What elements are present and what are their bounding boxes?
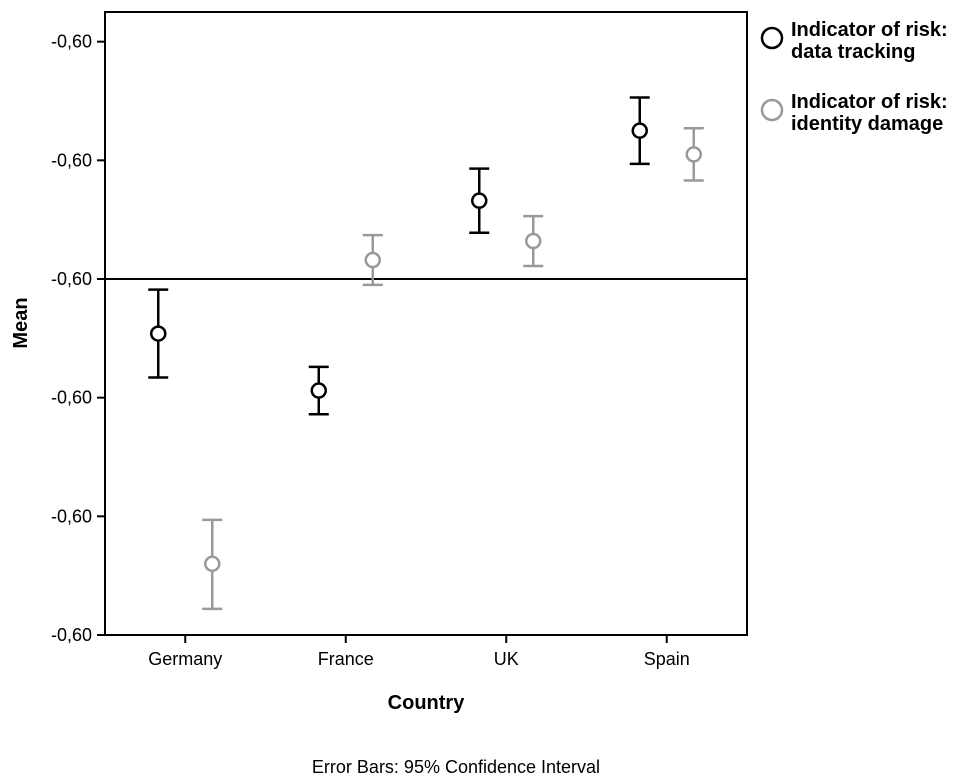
x-tick-label: France <box>318 649 374 669</box>
y-tick-label: -0,60 <box>51 625 92 645</box>
error-bar-point <box>683 127 704 182</box>
error-bar-point <box>148 288 169 379</box>
mean-point <box>310 382 327 399</box>
error-bar-point <box>523 214 544 268</box>
mean-point <box>631 122 648 139</box>
legend: Indicator of risk:data trackingIndicator… <box>760 19 948 135</box>
legend-entry: Indicator of risk:identity damage <box>760 91 948 135</box>
x-axis-title: Country <box>388 692 466 714</box>
mean-point <box>204 555 221 573</box>
x-tick-label: UK <box>494 649 519 669</box>
error-bar-point <box>629 96 650 166</box>
mean-point <box>150 325 167 342</box>
y-tick-label: -0,60 <box>51 388 92 408</box>
y-axis: -0,60 -0,60 -0,60 -0,60 -0,60 -0,60 <box>51 32 105 645</box>
y-tick-label: -0,60 <box>51 506 92 526</box>
error-bar-point <box>202 518 223 611</box>
legend-label: identity damage <box>791 113 943 135</box>
y-axis-title: Mean <box>10 297 32 348</box>
legend-label: data tracking <box>791 41 915 63</box>
x-tick-label: Germany <box>148 649 222 669</box>
error-bar-point <box>308 365 329 416</box>
plot-frame <box>104 11 748 636</box>
mean-point <box>471 192 488 209</box>
footnote: Error Bars: 95% Confidence Interval <box>312 757 600 777</box>
legend-label: Indicator of risk: <box>791 91 948 113</box>
mean-point <box>685 146 702 163</box>
error-bar-point <box>362 233 383 287</box>
legend-label: Indicator of risk: <box>791 19 948 41</box>
error-bar-point <box>469 167 490 234</box>
x-axis: Germany France UK Spain <box>148 635 690 669</box>
legend-entry: Indicator of risk:data tracking <box>760 19 948 63</box>
x-tick-label: Spain <box>644 649 690 669</box>
mean-point <box>525 232 542 250</box>
y-tick-label: -0,60 <box>51 269 92 289</box>
y-tick-label: -0,60 <box>51 32 92 52</box>
legend-marker <box>760 26 784 50</box>
y-tick-label: -0,60 <box>51 150 92 170</box>
legend-marker <box>760 98 784 122</box>
mean-point <box>364 251 381 269</box>
data-marks <box>148 96 704 611</box>
